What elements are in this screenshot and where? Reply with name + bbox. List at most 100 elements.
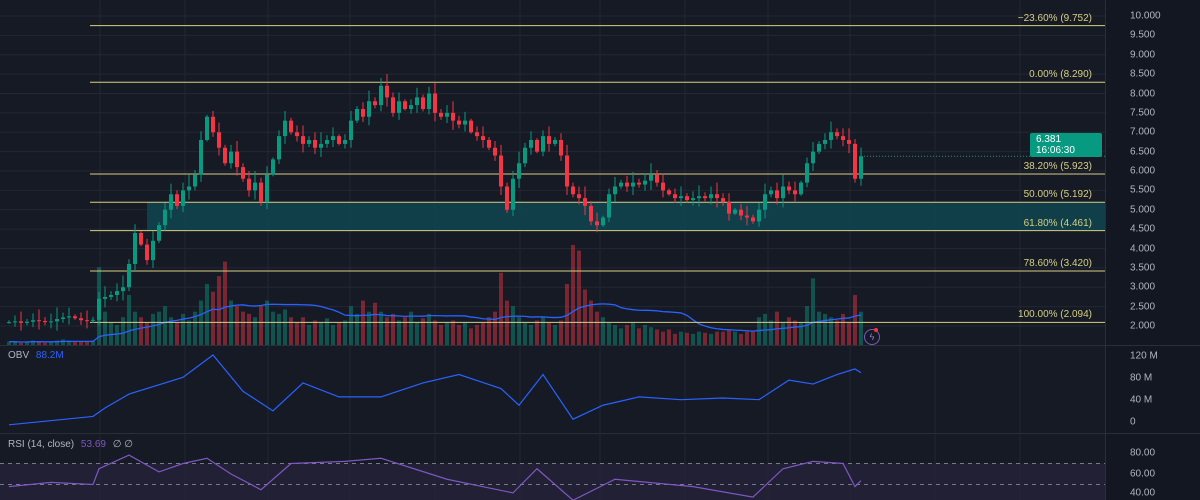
candle-body [205,116,209,140]
volume-bar [127,295,131,345]
candle-body [427,93,431,109]
candle-body [7,322,11,324]
candle-body [133,233,137,264]
volume-bar [739,333,743,345]
candle-body [625,182,629,187]
volume-bar [487,317,491,345]
candle-body [109,295,113,297]
volume-bar [271,311,275,345]
volume-bar [571,245,575,345]
volume-bar [7,341,11,345]
candle-body [25,321,29,323]
price-axis-label: 5.500 [1130,184,1156,196]
candle-body [733,209,737,214]
volume-bar [277,313,281,345]
price-axis-label: 4.000 [1130,243,1156,254]
candle-body [601,217,605,226]
fib-level-label: 78.60% (3.420) [1023,257,1092,269]
candle-body [43,320,47,323]
volume-bar [19,342,23,345]
volume-bar [673,333,677,345]
candle-body [97,298,101,320]
volume-bar [343,320,347,345]
rsi-legend[interactable]: RSI (14, close) 53.69 ∅ ∅ [8,439,133,450]
volume-bar [787,317,791,345]
volume-bar [403,317,407,345]
candle-body [373,101,377,106]
candle-body [211,116,215,133]
volume-bar [799,322,803,345]
volume-bar [709,333,713,345]
candle-body [847,140,851,144]
candle-body [763,194,767,210]
volume-bar [109,322,113,345]
obv-legend[interactable]: OBV 88.2M [8,350,64,361]
candle-body [511,178,515,210]
candle-body [715,194,719,199]
axis-background [1105,0,1200,500]
obv-title: OBV [8,350,30,361]
volume-bar [565,283,569,345]
volume-bar [445,322,449,345]
candle-body [541,136,545,152]
obv-axis-label: 120 M [1130,350,1158,362]
lightning-icon[interactable]: ϟ [864,329,880,345]
candle-body [445,112,449,117]
volume-bar [373,302,377,345]
fib-level-label: 100.00% (2.094) [1018,309,1092,321]
volume-bar [835,320,839,345]
obv-value: 88.2M [35,350,64,361]
candle-body [853,143,857,179]
volume-bar [241,311,245,345]
volume-bar [721,331,725,345]
candle-body [235,151,239,168]
price-axis-label: 6.000 [1130,165,1156,177]
candle-body [187,186,191,191]
candle-body [451,112,455,121]
volume-bar [667,329,671,345]
candle-body [859,156,863,179]
candle-body [727,202,731,214]
volume-bar [433,320,437,345]
volume-bar [451,320,455,345]
volume-bar [319,322,323,345]
volume-bar [457,325,461,345]
candle-body [169,194,173,210]
volume-bar [217,276,221,345]
price-axis-label: 5.000 [1130,204,1156,216]
volume-bar [547,322,551,345]
candle-body [55,319,59,322]
volume-bar [607,322,611,345]
volume-bar [481,322,485,345]
volume-bar [145,322,149,345]
volume-bar [727,329,731,345]
volume-bar [163,306,167,345]
candle-body [577,194,581,199]
volume-bar [283,309,287,345]
candle-body [505,186,509,210]
candle-body [67,316,71,318]
candle-body [841,136,845,140]
candle-body [829,132,833,140]
volume-bar [463,322,467,345]
candle-body [157,225,161,241]
candle-body [313,140,317,148]
candle-body [643,180,647,185]
candle-body [439,112,443,117]
candle-body [463,120,467,125]
candle-body [31,320,35,322]
volume-bar [43,342,47,345]
candle-body [301,136,305,144]
volume-bar [469,328,473,345]
volume-bar [103,311,107,345]
volume-bar [625,325,629,345]
candle-body [499,155,503,187]
rsi-extras: ∅ ∅ [112,439,133,450]
candle-body [649,174,653,181]
candle-body [241,167,245,179]
candle-body [721,198,725,202]
volume-bar [85,341,89,345]
candle-body [37,320,41,322]
candle-body [661,182,665,191]
